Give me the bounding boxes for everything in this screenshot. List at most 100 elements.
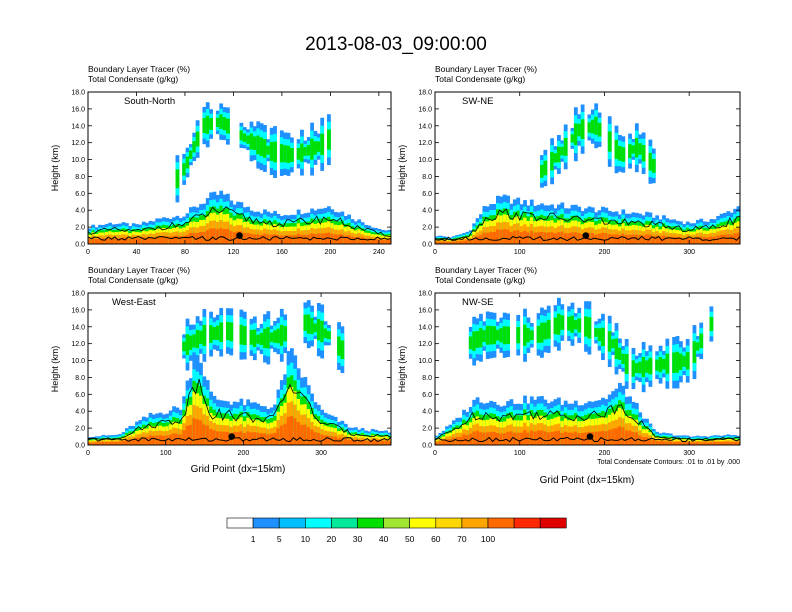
- upper-tracer-cell: [242, 133, 247, 142]
- tracer-band-cell: [607, 234, 612, 244]
- upper-tracer-cell: [679, 353, 683, 370]
- tracer-band-cell: [597, 431, 602, 445]
- upper-tracer-cell: [239, 130, 244, 141]
- tracer-band-cell: [563, 233, 568, 244]
- tracer-band-cell: [651, 440, 656, 445]
- x-tick-label: 100: [160, 450, 172, 457]
- tracer-band-cell: [155, 236, 160, 244]
- panel-label: West-East: [112, 297, 156, 308]
- tracer-band-cell: [699, 442, 704, 445]
- tracer-band-cell: [543, 431, 548, 445]
- upper-tracer-cell: [648, 152, 653, 171]
- tracer-band-cell: [141, 436, 146, 445]
- y-tick-label: 10.0: [71, 157, 85, 164]
- panel-label: South-North: [124, 96, 175, 107]
- upper-tracer-cell: [628, 144, 632, 159]
- tracer-band-cell: [631, 432, 636, 445]
- legend-label: 1: [251, 534, 256, 544]
- tracer-band-cell: [543, 232, 548, 244]
- upper-tracer-cell: [523, 324, 527, 346]
- panel-header-condensate: Total Condensate (g/kg): [435, 74, 525, 84]
- legend-label: 50: [405, 534, 415, 544]
- upper-tracer-cell: [212, 327, 217, 340]
- legend-label: 60: [431, 534, 441, 544]
- y-tick-label: 14.0: [418, 123, 432, 130]
- upper-tracer-cell: [489, 326, 494, 345]
- tracer-band-cell: [445, 241, 449, 244]
- tracer-band-cell: [175, 235, 180, 244]
- upper-tracer-cell: [269, 332, 274, 342]
- contour-note: Total Condensate Contours: .01 to .01 by…: [597, 459, 740, 466]
- upper-tracer-cell: [621, 353, 626, 365]
- x-axis: 0 40 80 120 160 200 240: [86, 92, 385, 256]
- tracer-band-cell: [719, 442, 724, 445]
- plot-frame: [87, 292, 392, 446]
- tracer-band-cell: [215, 431, 220, 445]
- tracer-band-cell: [343, 235, 348, 244]
- tracer-band-cell: [101, 238, 106, 244]
- tracer-band-cell: [313, 233, 318, 244]
- tracer-band-cell: [594, 431, 599, 445]
- tracer-band-cell: [189, 232, 193, 244]
- y-axis: 0.0 2.0 4.0 6.0 8.0 10.0 12.0 14.0 16.0 18.0: [418, 291, 740, 450]
- tracer-band-cell: [601, 430, 605, 445]
- figure-title: 2013-08-03_09:00:00: [305, 34, 487, 55]
- tracer-band-cell: [226, 228, 230, 244]
- tracer-band-cell: [384, 440, 389, 445]
- tracer-band-cell: [638, 234, 643, 244]
- x-axis: 0 100 200 300: [433, 92, 695, 256]
- tracer-band-cell: [590, 432, 595, 445]
- y-tick-label: 2.0: [422, 225, 432, 232]
- tracer-band-cell: [641, 235, 646, 244]
- panel-nw-se: Boundary Layer Tracer (%) Total Condensa…: [397, 265, 741, 486]
- upper-tracer-cell: [699, 333, 704, 349]
- legend-label: 30: [353, 534, 363, 544]
- tracer-band-cell: [441, 440, 446, 445]
- legend-label: 10: [301, 534, 311, 544]
- tracer-band-cell: [536, 430, 541, 445]
- upper-tracer-cell: [468, 336, 473, 350]
- upper-tracer-cell: [222, 117, 227, 131]
- legend-swatch: [331, 517, 358, 529]
- tracer-band-cell: [215, 229, 220, 244]
- tracer-band-cell: [668, 236, 673, 244]
- tracer-band-cell: [472, 237, 477, 244]
- tracer-band-cell: [557, 430, 561, 445]
- panel-header-tracer: Boundary Layer Tracer (%): [88, 64, 190, 74]
- tracer-band-cell: [648, 438, 653, 445]
- tracer-band-cell: [108, 237, 112, 244]
- tracer-band-cell: [380, 440, 385, 445]
- tracer-band-cell: [560, 231, 565, 244]
- tracer-band-cell: [185, 425, 190, 445]
- x-axis-label: Grid Point (dx=15km): [191, 464, 286, 475]
- upper-tracer-cell: [631, 360, 636, 377]
- tracer-band-cell: [435, 241, 439, 244]
- tracer-band-cell: [529, 430, 534, 445]
- upper-tracer-cell: [175, 169, 180, 189]
- tracer-band-cell: [259, 433, 264, 445]
- tracer-band-cell: [604, 233, 609, 244]
- tracer-band-cell: [540, 231, 544, 244]
- upper-tracer-cell: [516, 327, 521, 344]
- upper-tracer-cell: [266, 327, 271, 349]
- y-tick-label: 0.0: [422, 443, 432, 450]
- tracer-band-cell: [509, 431, 514, 445]
- upper-tracer-cell: [482, 330, 487, 342]
- tracer-band-cell: [276, 234, 281, 244]
- tracer-band-cell: [482, 432, 487, 445]
- legend-swatch: [435, 517, 463, 529]
- tracer-band-cell: [618, 235, 622, 244]
- tracer-band-cell: [141, 237, 146, 244]
- panel-south-north: Boundary Layer Tracer (%) Total Condensa…: [50, 64, 392, 256]
- panel-sw-ne: Boundary Layer Tracer (%) Total Condensa…: [397, 64, 741, 256]
- tracer-band-cell: [492, 432, 497, 445]
- upper-tracer-cell: [618, 146, 622, 161]
- tracer-band-cell: [273, 234, 277, 244]
- upper-tracer-cell: [597, 122, 602, 137]
- tracer-band-cell: [380, 239, 385, 244]
- tracer-band-cell: [279, 235, 284, 244]
- upper-tracer-cell: [499, 328, 504, 343]
- upper-tracer-cell: [259, 137, 264, 157]
- upper-tracer-cell: [185, 156, 190, 169]
